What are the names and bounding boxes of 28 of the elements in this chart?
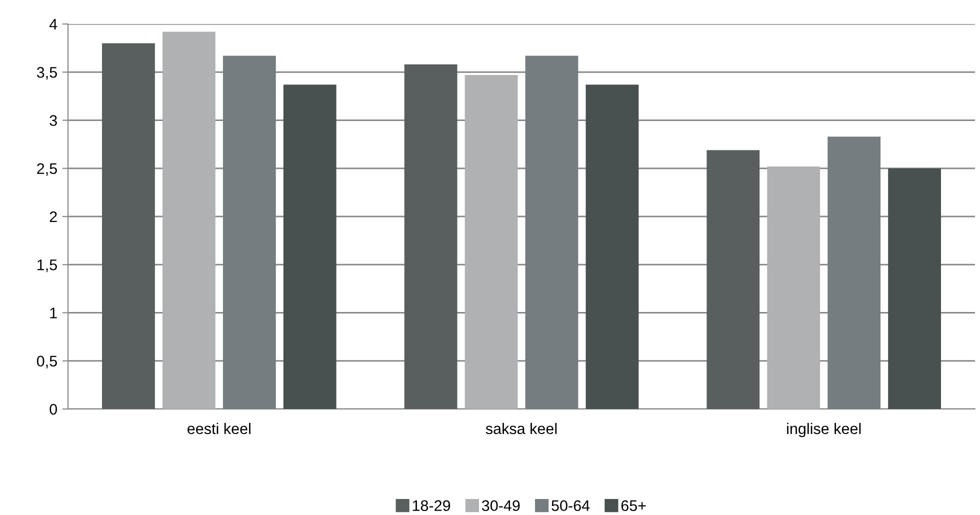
y-tick-label: 3,5 [36, 66, 57, 80]
legend-label: 30-49 [482, 500, 520, 512]
y-tick-label: 1,5 [38, 260, 57, 272]
x-tick-label: saksa keel [486, 422, 557, 434]
bar [586, 84, 639, 409]
bar [162, 32, 216, 409]
y-tick-label: 2 [50, 211, 57, 222]
bar [767, 166, 820, 409]
legend-label: 50-64 [552, 500, 590, 512]
bar [283, 84, 336, 409]
y-tick-label: 1 [50, 308, 57, 318]
bar [525, 56, 578, 409]
bar [828, 136, 881, 409]
bar [464, 75, 518, 409]
x-tick-label: inglise keel [787, 422, 861, 438]
y-tick-label: 0,5 [36, 356, 57, 368]
y-tick-label: 0 [50, 404, 57, 415]
x-tick-label: eesti keel [188, 422, 250, 434]
legend-label: 65+ [621, 500, 646, 512]
y-tick-label: 3 [50, 115, 57, 126]
bar [404, 64, 458, 409]
bar [888, 168, 941, 409]
legend-label: 18-29 [412, 500, 450, 512]
bar [222, 56, 276, 409]
bar [102, 43, 155, 409]
bar [706, 150, 760, 409]
y-tick-label: 2,5 [37, 163, 57, 176]
y-tick-label: 4 [49, 19, 58, 30]
